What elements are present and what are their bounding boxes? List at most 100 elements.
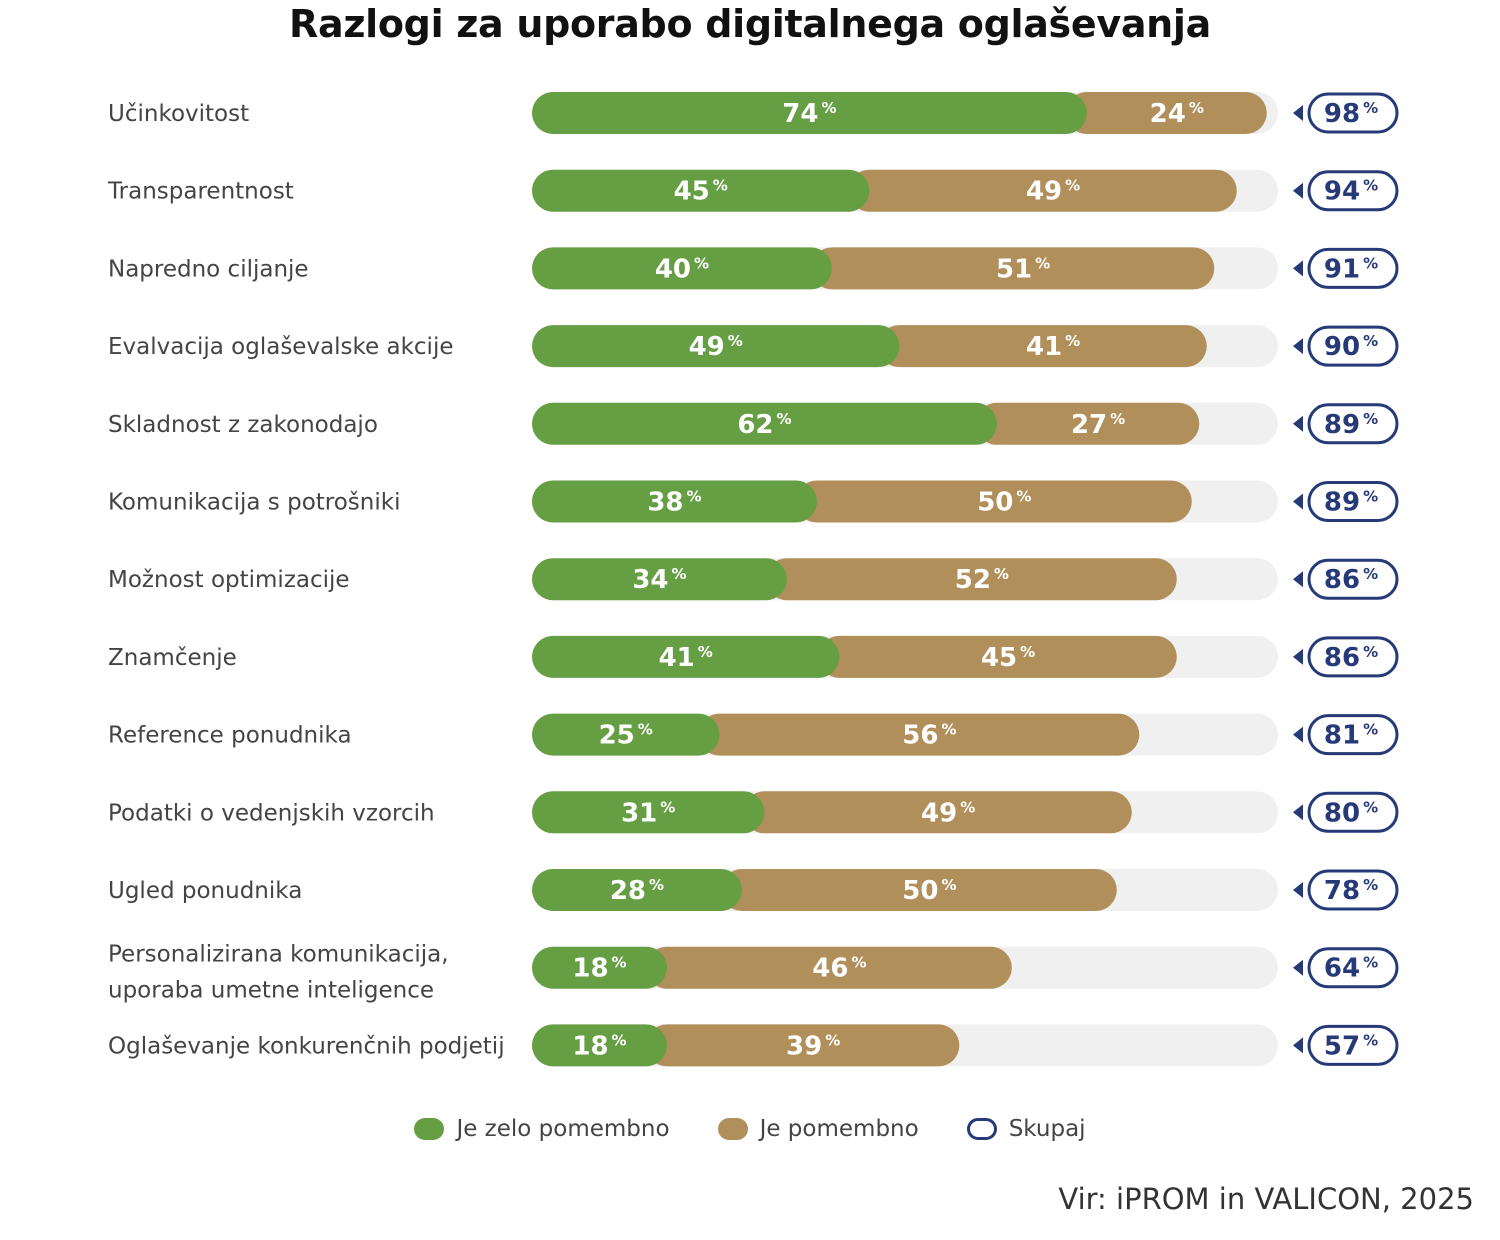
- bar-important: [810, 247, 1215, 290]
- total-pointer-icon: [1293, 260, 1303, 277]
- total-pointer-icon: [1293, 959, 1303, 976]
- total-label: 57%: [1324, 1031, 1378, 1061]
- total-pointer-icon: [1293, 1037, 1303, 1054]
- bar-very-important: [532, 402, 997, 445]
- total-pill: [1307, 558, 1399, 600]
- total-pointer-icon: [1293, 493, 1303, 510]
- data-label-very-important: 34%: [632, 565, 686, 595]
- data-label-important: 24%: [1150, 99, 1204, 129]
- total-pill: [1307, 791, 1399, 833]
- legend-item-total: Skupaj: [966, 1116, 1086, 1142]
- bar-very-important: [532, 635, 840, 678]
- bar-important: [720, 869, 1117, 911]
- category-label: Znamčenje: [108, 645, 237, 671]
- bar-important: [795, 480, 1192, 523]
- data-label-important: 46%: [812, 954, 866, 984]
- total-pointer-icon: [1293, 415, 1303, 432]
- bar-very-important: [532, 713, 720, 756]
- total-pill: [1307, 636, 1399, 678]
- legend-item-very-important: Je zelo pomembno: [414, 1116, 670, 1142]
- data-label-very-important: 18%: [572, 954, 626, 984]
- category-label: Ugled ponudnika: [108, 878, 302, 904]
- bar-important: [765, 558, 1177, 601]
- data-label-important: 50%: [977, 488, 1031, 518]
- bar-very-important: [532, 946, 667, 989]
- data-label-very-important: 62%: [737, 410, 791, 440]
- bar-important: [698, 713, 1140, 756]
- data-label-important: 49%: [921, 798, 975, 828]
- data-label-important: 50%: [902, 876, 956, 906]
- data-label-very-important: 28%: [610, 876, 664, 906]
- category-label: Možnost optimizacije: [108, 567, 350, 593]
- data-label-important: 56%: [902, 721, 956, 751]
- total-label: 80%: [1324, 798, 1378, 828]
- bar-important: [645, 946, 1012, 989]
- total-pill: [1307, 1024, 1399, 1066]
- total-pill: [1307, 714, 1399, 756]
- total-pointer-icon: [1293, 804, 1303, 821]
- bar-very-important: [532, 325, 900, 368]
- total-label: 81%: [1324, 721, 1378, 751]
- bar-very-important: [532, 169, 870, 212]
- data-label-important: 45%: [981, 643, 1035, 673]
- total-label: 89%: [1324, 488, 1378, 518]
- source-note: Vir: iPROM in VALICON, 2025: [1058, 1182, 1474, 1216]
- data-label-important: 41%: [1026, 332, 1080, 362]
- legend-swatch-important: [717, 1118, 748, 1140]
- data-label-very-important: 25%: [599, 721, 653, 751]
- total-label: 89%: [1324, 410, 1378, 440]
- total-pointer-icon: [1293, 338, 1303, 355]
- total-label: 86%: [1324, 565, 1378, 595]
- total-pointer-icon: [1293, 882, 1303, 898]
- legend-swatch-total: [966, 1118, 997, 1140]
- total-label: 91%: [1324, 254, 1378, 284]
- total-label: 86%: [1324, 643, 1378, 673]
- total-pointer-icon: [1293, 571, 1303, 588]
- data-label-important: 52%: [955, 565, 1009, 595]
- total-pill: [1307, 247, 1399, 289]
- total-pointer-icon: [1293, 105, 1303, 121]
- bar-important: [975, 402, 1200, 445]
- total-label: 98%: [1324, 99, 1378, 129]
- total-label: 64%: [1324, 954, 1378, 984]
- data-label-very-important: 40%: [655, 254, 709, 284]
- data-label-important: 39%: [786, 1031, 840, 1061]
- data-label-important: 51%: [996, 254, 1050, 284]
- bar-important: [645, 1024, 960, 1067]
- total-pill: [1307, 170, 1399, 212]
- category-label: Učinkovitost: [108, 101, 249, 127]
- category-label: Napredno ciljanje: [108, 256, 309, 282]
- category-label: Reference ponudnika: [108, 723, 352, 749]
- data-label-very-important: 38%: [647, 488, 701, 518]
- bar-very-important: [532, 558, 787, 601]
- data-label-very-important: 45%: [674, 177, 728, 207]
- category-label: Komunikacija s potrošniki: [108, 490, 400, 516]
- total-pill: [1307, 403, 1399, 445]
- total-pill: [1307, 325, 1399, 367]
- category-label: Oglaševanje konkurenčnih podjetij: [108, 1033, 505, 1059]
- bar-very-important: [532, 791, 765, 834]
- bar-very-important: [532, 247, 832, 290]
- category-label: Skladnost z zakonodajo: [108, 412, 378, 438]
- bar-important: [878, 325, 1207, 368]
- legend-label-very-important: Je zelo pomembno: [456, 1116, 670, 1142]
- category-label: Personalizirana komunikacija, uporaba ume…: [108, 942, 449, 1004]
- data-label-very-important: 74%: [782, 99, 836, 129]
- bar-important: [743, 791, 1132, 834]
- legend-label-important: Je pomembno: [759, 1116, 919, 1142]
- legend-item-important: Je pomembno: [717, 1116, 919, 1142]
- data-label-important: 49%: [1026, 177, 1080, 207]
- bar-important: [848, 169, 1237, 212]
- category-label: Evalvacija oglaševalske akcije: [108, 334, 453, 360]
- bar-very-important: [532, 1024, 667, 1067]
- total-label: 90%: [1324, 332, 1378, 362]
- data-label-very-important: 31%: [621, 798, 675, 828]
- data-label-very-important: 41%: [659, 643, 713, 673]
- chart-title: Razlogi za uporabo digitalnega oglaševan…: [289, 2, 1211, 46]
- total-pill: [1307, 92, 1399, 134]
- bar-important: [818, 635, 1177, 678]
- legend-swatch-very-important: [414, 1118, 445, 1140]
- data-label-very-important: 49%: [689, 332, 743, 362]
- legend: Je zelo pomembno Je pomembno Skupaj: [0, 1116, 1500, 1142]
